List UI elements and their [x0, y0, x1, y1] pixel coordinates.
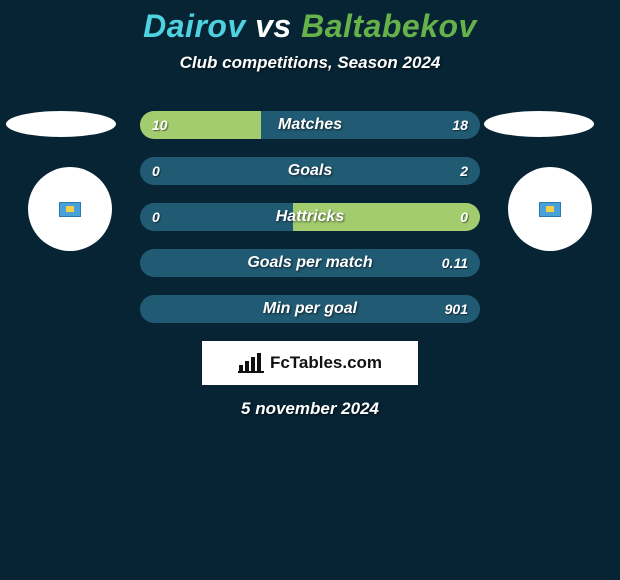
- attribution-text: FcTables.com: [270, 353, 382, 373]
- stat-label: Goals: [140, 157, 480, 185]
- stat-label: Goals per match: [140, 249, 480, 277]
- stat-row: 0 Hattricks 0: [140, 203, 480, 231]
- stat-label: Hattricks: [140, 203, 480, 231]
- content-area: 10 Matches 18 0 Goals 2 0 Hattricks 0: [0, 111, 620, 419]
- page-title: Dairov vs Baltabekov: [0, 8, 620, 45]
- vs-separator: vs: [255, 8, 292, 44]
- stat-label: Matches: [140, 111, 480, 139]
- player1-name: Dairov: [143, 8, 246, 44]
- date-text: 5 november 2024: [0, 399, 620, 419]
- player2-badge-ellipse: [484, 111, 594, 137]
- stat-row: Goals per match 0.11: [140, 249, 480, 277]
- stat-right-value: 18: [452, 111, 468, 139]
- player1-badge-ellipse: [6, 111, 116, 137]
- kazakhstan-flag-icon: [539, 202, 561, 217]
- stat-right-value: 901: [445, 295, 468, 323]
- subtitle: Club competitions, Season 2024: [0, 53, 620, 73]
- kazakhstan-flag-icon: [59, 202, 81, 217]
- bar-chart-icon: [238, 353, 264, 373]
- stat-bars: 10 Matches 18 0 Goals 2 0 Hattricks 0: [140, 111, 480, 323]
- stat-row: 0 Goals 2: [140, 157, 480, 185]
- player2-name: Baltabekov: [301, 8, 477, 44]
- player1-flag-circle: [28, 167, 112, 251]
- player2-flag-circle: [508, 167, 592, 251]
- stat-row: Min per goal 901: [140, 295, 480, 323]
- comparison-infographic: Dairov vs Baltabekov Club competitions, …: [0, 0, 620, 419]
- stat-right-value: 0: [460, 203, 468, 231]
- stat-right-value: 2: [460, 157, 468, 185]
- attribution-banner: FcTables.com: [202, 341, 418, 385]
- stat-label: Min per goal: [140, 295, 480, 323]
- stat-right-value: 0.11: [442, 249, 468, 277]
- stat-row: 10 Matches 18: [140, 111, 480, 139]
